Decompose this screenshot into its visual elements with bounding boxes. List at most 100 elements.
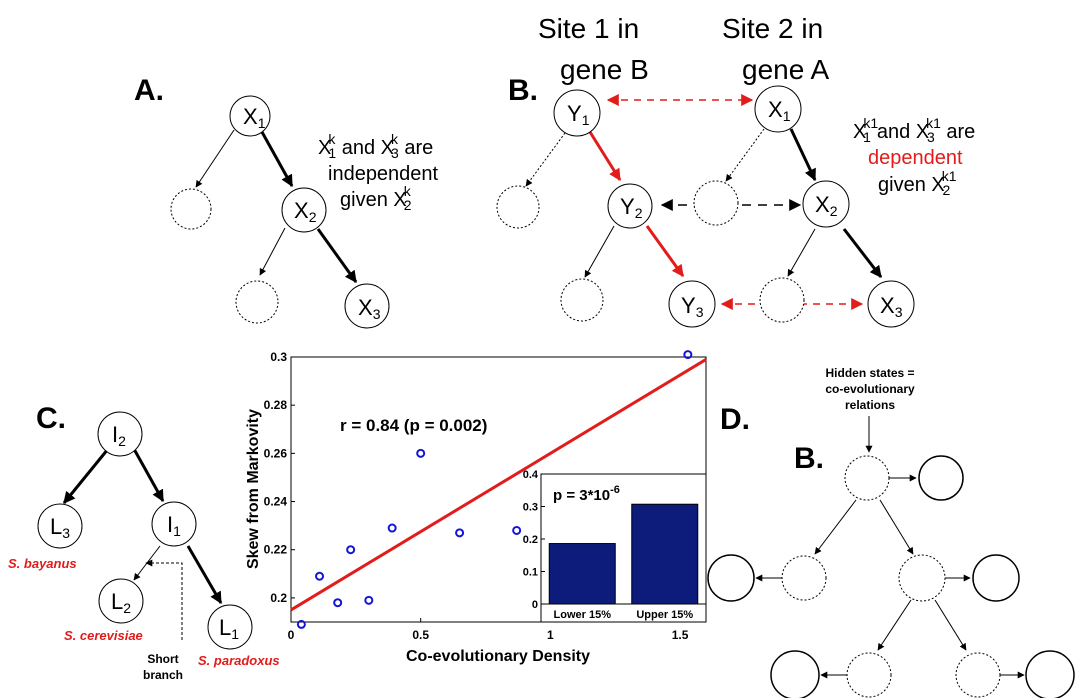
node-l1 (207, 604, 253, 650)
inset-y-tick-label: 0.2 (523, 534, 538, 546)
scatter-points (296, 350, 693, 629)
data-point (364, 595, 374, 605)
panel-d: D. Hidden states = co-evolutionary relat… (707, 366, 1075, 698)
regression-line (290, 358, 707, 612)
node-x1-label: X1 (768, 97, 791, 124)
node-x1 (229, 95, 271, 137)
node-hidden (235, 280, 279, 324)
panel-a-text-line1: Xk 1 and Xk 3 are (318, 131, 433, 161)
data-point (333, 598, 343, 608)
node-hidden (693, 180, 739, 226)
node-hidden (496, 185, 540, 229)
edge-x2-empty (787, 228, 816, 277)
edge-i2-i1 (132, 448, 165, 503)
site1-label-line1: Site 1 in (538, 13, 639, 44)
data-point (346, 545, 356, 555)
node-x3-label: X3 (358, 295, 381, 322)
inset-y-tick-label: 0.1 (523, 567, 538, 579)
node-i2 (97, 411, 143, 457)
x-tick-label: 0.5 (412, 628, 429, 642)
edge-x1-x2 (789, 128, 817, 182)
edge-i1-l1 (186, 545, 223, 605)
inset-bars: Lower 15% Upper 15% (541, 503, 706, 621)
node-i2-label: I2 (112, 422, 126, 449)
node-l2 (98, 578, 144, 624)
species-cerevisiae: S. cerevisiae (64, 628, 143, 643)
node-y3 (668, 280, 716, 328)
node-i1 (151, 501, 197, 547)
hidden-node (844, 455, 890, 501)
scatter-y-axis-title: Skew from Markovity (245, 409, 262, 569)
node-hidden (759, 277, 805, 323)
node-l3-label: L3 (50, 514, 70, 541)
edge-root-left (814, 499, 857, 555)
edge-y2-empty (584, 225, 615, 278)
species-bayanus: S. bayanus (8, 556, 77, 571)
inset-y-ticks: 0 0.1 0.2 0.3 0.4 (523, 469, 545, 611)
short-branch-pointer (145, 559, 183, 640)
y-tick-label: 0.3 (270, 350, 287, 364)
edge-right-leafa (877, 599, 912, 651)
panel-a-text-line2: independent (328, 163, 439, 185)
y-tick-label: 0.22 (264, 543, 288, 557)
edge-x2-empty (259, 227, 286, 276)
site2-label-line1: Site 2 in (722, 13, 823, 44)
edge-x1-empty (725, 128, 765, 182)
y-tick-label: 0.24 (264, 495, 288, 509)
y-tick-label: 0.2 (270, 591, 287, 605)
hidden-node (781, 555, 827, 601)
scatter-x-ticks: 0 0.5 1 1.5 (288, 618, 689, 642)
inset-y-tick-label: 0.3 (523, 502, 538, 514)
node-x2 (802, 180, 850, 228)
data-point (683, 350, 693, 360)
data-point (387, 523, 397, 533)
scatter-x-axis-title: Co-evolutionary Density (406, 648, 590, 665)
edge-x2-x3 (316, 228, 358, 283)
panel-b-text-line1: Xk1 1 and Xk1 3 are (853, 115, 975, 145)
data-point (512, 525, 522, 535)
panel-a-text-line3: given Xk 2 (340, 183, 412, 213)
edge-x1-x2 (260, 131, 294, 188)
hidden-node (846, 652, 892, 698)
edge-y2-y3 (645, 225, 685, 277)
x-tick-label: 0 (288, 628, 295, 642)
node-x2-label: X2 (294, 198, 317, 225)
observed-node (770, 650, 820, 698)
edge-x1-empty (195, 129, 235, 188)
x-tick-label: 1.5 (672, 628, 689, 642)
node-x2-label: X2 (815, 192, 838, 219)
hidden-states-label-line2: co-evolutionary (825, 382, 915, 396)
node-x2 (281, 187, 327, 233)
observed-node (707, 554, 755, 602)
node-x1-label: X1 (243, 104, 266, 131)
node-x3 (344, 283, 390, 329)
panel-c: C. I2 L3 I1 L2 L1 S. bayanus S. cerevisi… (8, 402, 280, 682)
data-point (455, 528, 465, 538)
panel-b-text-line3: given Xk1 2 (878, 168, 957, 198)
node-y2 (607, 183, 653, 229)
hidden-states-label-line1: Hidden states = (825, 366, 914, 380)
data-point (416, 448, 426, 458)
observed-node (1025, 650, 1075, 698)
observed-node (972, 554, 1020, 602)
observed-node (918, 455, 964, 501)
node-y3-label: Y3 (681, 293, 704, 320)
panel-b: B. Site 1 in gene B Site 2 in gene A Y1 … (496, 13, 975, 328)
y-tick-label: 0.28 (264, 398, 288, 412)
node-l1-label: L1 (219, 615, 239, 642)
node-y1 (553, 89, 601, 137)
edge-y1-empty (525, 132, 566, 187)
node-x1 (754, 85, 802, 133)
edge-root-right (879, 499, 914, 555)
node-i1-label: I1 (167, 512, 181, 539)
short-branch-label-line1: Short (147, 652, 178, 666)
panel-d-b-label: B. (794, 442, 824, 475)
panel-a: A. X1 X2 X3 Xk 1 and Xk 3 are independent … (134, 74, 439, 329)
node-hidden (560, 278, 604, 322)
inset-category-label: Upper 15% (636, 609, 693, 621)
data-point (315, 571, 325, 581)
edge-y1-y2 (588, 131, 622, 182)
short-branch-label-line2: branch (143, 668, 183, 682)
node-y2-label: Y2 (620, 194, 643, 221)
data-point (296, 619, 306, 629)
